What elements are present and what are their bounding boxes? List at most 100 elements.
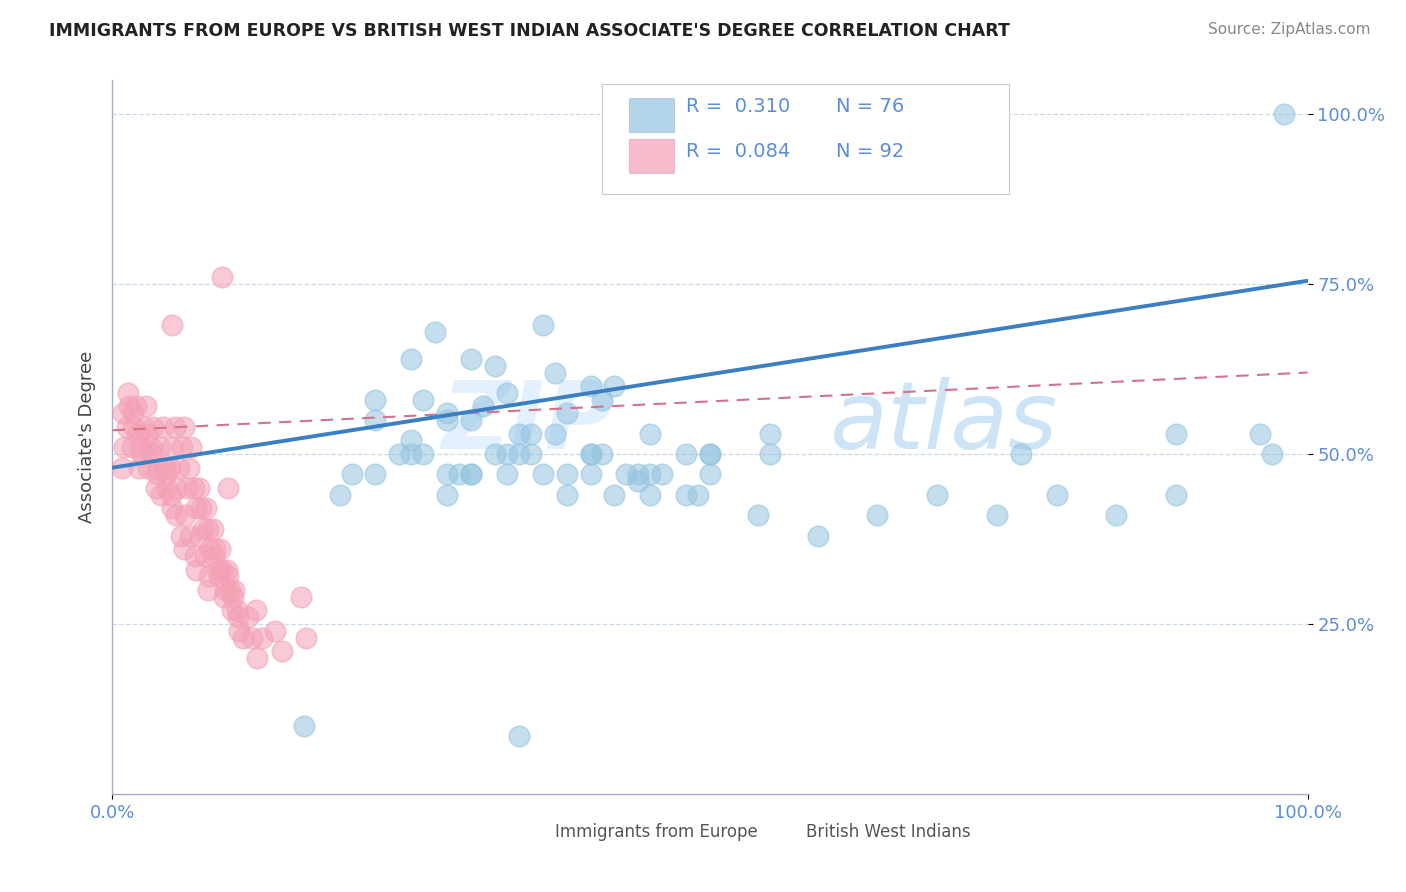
Point: [131, 447, 153, 461]
Point: [436, 406, 458, 420]
Point: [217, 481, 239, 495]
Point: [121, 440, 143, 454]
Point: [579, 467, 602, 482]
Point: [412, 447, 434, 461]
Point: [160, 488, 183, 502]
Text: R =  0.084: R = 0.084: [686, 142, 790, 161]
Point: [271, 644, 294, 658]
Point: [592, 392, 614, 407]
Point: [236, 610, 259, 624]
Point: [174, 508, 197, 523]
Point: [155, 467, 177, 482]
Point: [197, 522, 219, 536]
Point: [179, 528, 201, 542]
Point: [579, 447, 602, 461]
Point: [1261, 447, 1284, 461]
Point: [142, 420, 165, 434]
Y-axis label: Associate's Degree: Associate's Degree: [77, 351, 96, 524]
Point: [141, 447, 163, 461]
Text: IMMIGRANTS FROM EUROPE VS BRITISH WEST INDIAN ASSOCIATE'S DEGREE CORRELATION CHA: IMMIGRANTS FROM EUROPE VS BRITISH WEST I…: [49, 22, 1010, 40]
Point: [139, 440, 162, 454]
Point: [472, 400, 495, 414]
Point: [153, 460, 176, 475]
Point: [603, 488, 626, 502]
Point: [543, 426, 565, 441]
Point: [186, 501, 208, 516]
Text: Source: ZipAtlas.com: Source: ZipAtlas.com: [1208, 22, 1371, 37]
Point: [484, 447, 506, 461]
Point: [699, 447, 721, 461]
Point: [209, 542, 232, 557]
Point: [193, 549, 215, 563]
Point: [1105, 508, 1128, 523]
Point: [579, 379, 602, 393]
Point: [162, 440, 183, 454]
Point: [699, 447, 721, 461]
Point: [162, 318, 183, 332]
Point: [508, 426, 530, 441]
Point: [264, 624, 287, 638]
Text: British West Indians: British West Indians: [806, 822, 970, 840]
FancyBboxPatch shape: [628, 139, 675, 173]
Point: [194, 501, 217, 516]
Point: [115, 420, 138, 434]
Point: [927, 488, 949, 502]
Point: [187, 481, 209, 495]
Point: [118, 400, 141, 414]
Point: [152, 420, 174, 434]
Point: [128, 460, 150, 475]
Point: [159, 460, 181, 475]
Point: [1046, 488, 1069, 502]
Point: [211, 563, 233, 577]
Point: [112, 406, 135, 420]
Point: [169, 528, 191, 542]
FancyBboxPatch shape: [508, 819, 543, 847]
Point: [1249, 426, 1271, 441]
Point: [145, 467, 167, 482]
Point: [117, 385, 139, 400]
Point: [640, 467, 662, 482]
FancyBboxPatch shape: [758, 819, 794, 847]
Text: Immigrants from Europe: Immigrants from Europe: [554, 822, 758, 840]
Point: [170, 440, 193, 454]
Point: [211, 270, 233, 285]
Point: [436, 467, 458, 482]
Point: [208, 569, 231, 583]
Point: [163, 420, 186, 434]
Point: [212, 590, 235, 604]
Point: [250, 631, 273, 645]
Point: [436, 488, 458, 502]
Point: [640, 488, 662, 502]
Point: [290, 590, 312, 604]
Point: [508, 447, 530, 461]
Point: [1010, 447, 1032, 461]
Point: [436, 413, 458, 427]
Point: [496, 447, 519, 461]
Point: [425, 325, 447, 339]
Point: [640, 426, 662, 441]
Text: N = 92: N = 92: [835, 142, 904, 161]
Point: [138, 460, 160, 475]
Point: [460, 467, 482, 482]
Point: [165, 508, 187, 523]
Text: R =  0.310: R = 0.310: [686, 97, 790, 116]
Point: [111, 460, 134, 475]
Point: [807, 528, 830, 542]
Point: [150, 488, 173, 502]
Point: [1272, 107, 1295, 121]
Point: [555, 488, 578, 502]
FancyBboxPatch shape: [603, 84, 1010, 194]
Point: [232, 631, 254, 645]
Point: [217, 569, 239, 583]
Point: [122, 420, 145, 434]
Point: [460, 467, 482, 482]
Point: [135, 400, 157, 414]
Point: [200, 542, 222, 557]
Point: [447, 467, 470, 482]
Point: [531, 318, 554, 332]
Point: [688, 488, 710, 502]
Point: [531, 467, 554, 482]
Point: [214, 582, 236, 597]
Point: [225, 603, 247, 617]
Point: [496, 467, 519, 482]
